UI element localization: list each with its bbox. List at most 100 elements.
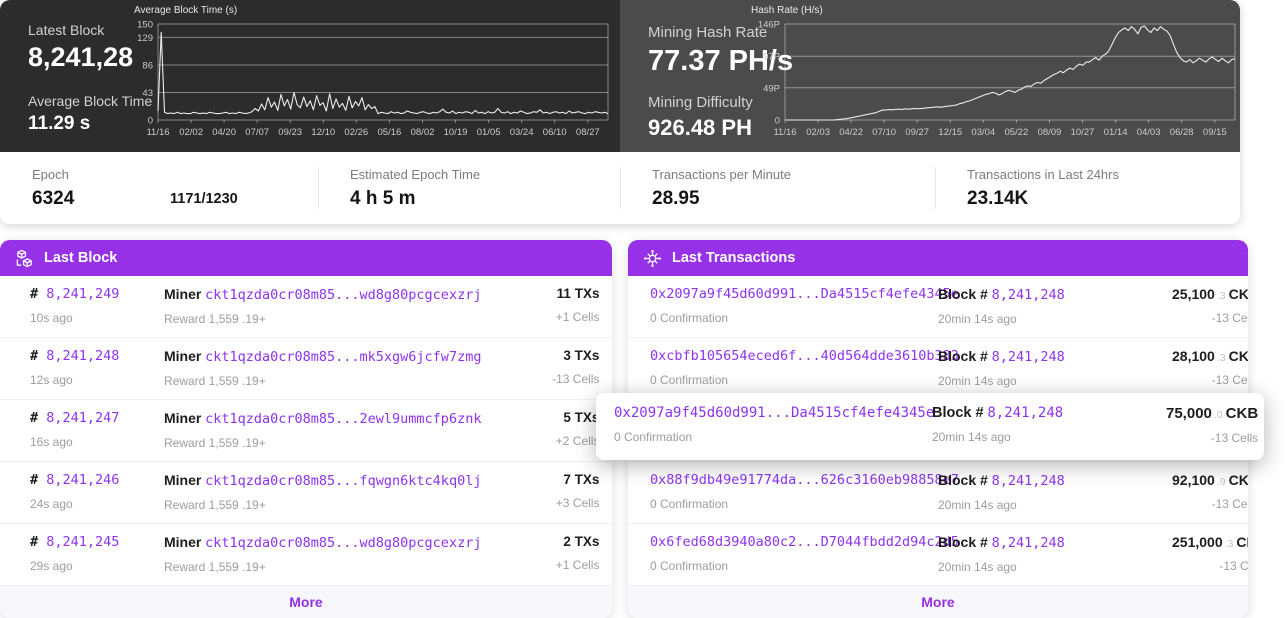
tx-amount-decimal: .3 [1216, 290, 1226, 302]
svg-text:02/03: 02/03 [806, 127, 830, 138]
block-tx-count: 2 TXs [563, 534, 600, 549]
tx-block-link[interactable]: 8,241,248 [991, 535, 1065, 551]
svg-text:05/22: 05/22 [1005, 127, 1029, 138]
miner-label: Miner [164, 348, 202, 364]
svg-text:129: 129 [137, 33, 153, 44]
block-age: 12s ago [30, 373, 73, 387]
last-block-panel: Last Block # 8,241,249 10s ago Miner ckt… [0, 240, 612, 618]
network-overview-banner: Latest Block 8,241,28 Average Block Time… [0, 0, 1240, 224]
transaction-row: 0x88f9db49e91774da...626c3160eb98858e7 0… [628, 462, 1248, 524]
svg-text:04/03: 04/03 [1137, 127, 1161, 138]
avg-block-time-chart: Average Block Time (s) 150 129 86 43 0 11/16 0… [122, 5, 616, 146]
tx-block-link[interactable]: 8,241,248 [991, 349, 1065, 365]
miner-address-link[interactable]: ckt1qzda0cr08m85...mk5xgw6jcfw7zmg [205, 349, 482, 365]
block-number-link[interactable]: 8,241,246 [46, 472, 120, 488]
avg-block-time-label: Average Block Time [28, 93, 153, 109]
tx-confirmation: 0 Confirmation [650, 497, 729, 511]
blocks-icon [15, 249, 34, 268]
tx-amount: 251,000 [1172, 534, 1223, 550]
stats-cell-tpm: Transactions per Minute 28.95 [620, 152, 935, 224]
block-cells: +3 Cells [555, 496, 600, 510]
svg-text:43: 43 [142, 88, 153, 99]
last-block-more-button[interactable]: More [0, 586, 612, 618]
block-reward: Reward 1,559 .19+ [164, 560, 266, 574]
tx-hash-link[interactable]: 0x2097a9f45d60d991...Da4515cf4efe4345e [614, 405, 935, 421]
stats-cell-epoch-time: Estimated Epoch Time 4 h 5 m [318, 152, 620, 224]
tpm-value: 28.95 [652, 188, 700, 209]
block-number-link[interactable]: 8,241,248 [46, 348, 120, 364]
block-age: 29s ago [30, 559, 73, 573]
svg-text:09/27: 09/27 [905, 127, 929, 138]
tx-amount-unit: CKB [1228, 286, 1248, 302]
tx-block-link[interactable]: 8,241,248 [987, 405, 1064, 421]
avg-block-time-value: 11.29 s [28, 113, 91, 134]
svg-text:08/09: 08/09 [1038, 127, 1062, 138]
epoch-time-value: 4 h 5 m [350, 188, 416, 209]
mining-difficulty-value: 926.48 PH [648, 115, 752, 140]
svg-text:03/24: 03/24 [510, 127, 534, 138]
miner-address-link[interactable]: ckt1qzda0cr08m85...wd8g80pcgcexzrj [205, 287, 482, 303]
tx-block-link[interactable]: 8,241,248 [991, 287, 1065, 303]
tx-age: 20min 14s ago [932, 430, 1011, 444]
svg-text:11/16: 11/16 [773, 127, 796, 138]
tx-amount-decimal: .3 [1216, 352, 1226, 364]
banner-charts: Latest Block 8,241,28 Average Block Time… [0, 0, 1240, 152]
svg-text:0: 0 [775, 116, 780, 127]
tx-age: 20min 14s ago [938, 312, 1017, 326]
block-age: 10s ago [30, 311, 73, 325]
tx-hash-link[interactable]: 0x88f9db49e91774da...626c3160eb98858e7 [650, 472, 959, 488]
mining-difficulty-label: Mining Difficulty [648, 94, 753, 111]
epoch-fraction: 1171/1230 [170, 191, 238, 207]
tx-hash-link[interactable]: 0x6fed68d3940a80c2...D7044fbdd2d94c2d5 [650, 534, 959, 550]
tx-confirmation: 0 Confirmation [650, 373, 729, 387]
stats-cell-tx24h: Transactions in Last 24hrs 23.14K [935, 152, 1240, 224]
svg-text:86: 86 [142, 61, 153, 72]
miner-address-link[interactable]: ckt1qzda0cr08m85...2ewl9ummcfp6znk [205, 411, 482, 427]
tx-block-link[interactable]: 8,241,248 [991, 473, 1065, 489]
tx-amount-unit: CKB [1225, 405, 1259, 422]
mining-hash-rate-value: 77.37 PH/s [648, 45, 794, 77]
miner-address-link[interactable]: ckt1qzda0cr08m85...fqwgn6ktc4kq0lj [205, 473, 482, 489]
miner-label: Miner [164, 410, 202, 426]
block-cells: +1 Cells [555, 310, 600, 324]
tx-hash-link[interactable]: 0x2097a9f45d60d991...Da4515cf4efe4345e [650, 286, 959, 302]
epoch-value: 6324 [32, 188, 75, 209]
epoch-label: Epoch [32, 167, 69, 182]
svg-text:150: 150 [137, 20, 153, 31]
tx-amount-decimal: .0 [1213, 409, 1223, 421]
floating-transaction-card[interactable]: 0x2097a9f45d60d991...Da4515cf4efe4345e 0… [596, 393, 1264, 460]
block-number-prefix: # [30, 410, 39, 426]
block-number-label: Block # [932, 405, 984, 421]
tx-hash-link[interactable]: 0xcbfb105654eced6f...40d564dde3610b383 [650, 348, 959, 364]
latest-block-value: 8,241,28 [28, 42, 134, 72]
latest-block-stat: Latest Block 8,241,28 [28, 22, 133, 73]
mining-hash-rate-label: Mining Hash Rate [648, 24, 768, 41]
svg-text:06/10: 06/10 [543, 127, 567, 138]
tx-cells: -13 Cells [1211, 497, 1248, 511]
avg-block-time-chart-svg: 150 129 86 43 011/16 02/02 04/20 07/07 09/23 12/1… [137, 20, 609, 138]
last-transactions-more-button[interactable]: More [628, 586, 1248, 618]
tx-amount-unit: CKB [1228, 472, 1248, 488]
block-row: # 8,241,247 16s ago Miner ckt1qzda0cr08m… [0, 400, 612, 462]
tx-amount-decimal: .3 [1224, 538, 1234, 550]
tx-amount: 92,100 [1172, 472, 1215, 488]
miner-label: Miner [164, 472, 202, 488]
block-number-prefix: # [30, 472, 39, 488]
transactions-icon [643, 249, 662, 268]
avg-block-time-stat: Average Block Time 11.29 s [28, 93, 152, 135]
svg-text:04/22: 04/22 [839, 127, 863, 138]
svg-text:11/16: 11/16 [146, 127, 169, 138]
block-number-link[interactable]: 8,241,245 [46, 534, 120, 550]
svg-text:0: 0 [148, 116, 153, 127]
block-age: 16s ago [30, 435, 73, 449]
svg-text:09/15: 09/15 [1203, 127, 1227, 138]
tx-cells: -13 Cells [1210, 431, 1259, 445]
block-number-label: Block # [938, 348, 988, 364]
block-number-link[interactable]: 8,241,247 [46, 410, 120, 426]
hash-rate-chart-svg: 146P 97P 49P 011/16 02/03 04/22 07/10 09/27 12/1… [758, 20, 1236, 138]
last-transactions-header: Last Transactions [628, 240, 1248, 276]
tx-age: 20min 14s ago [938, 374, 1017, 388]
tx-cells: -13 Cells [1211, 373, 1248, 387]
block-number-link[interactable]: 8,241,249 [46, 286, 120, 302]
miner-address-link[interactable]: ckt1qzda0cr08m85...wd8g80pcgcexzrj [205, 535, 482, 551]
